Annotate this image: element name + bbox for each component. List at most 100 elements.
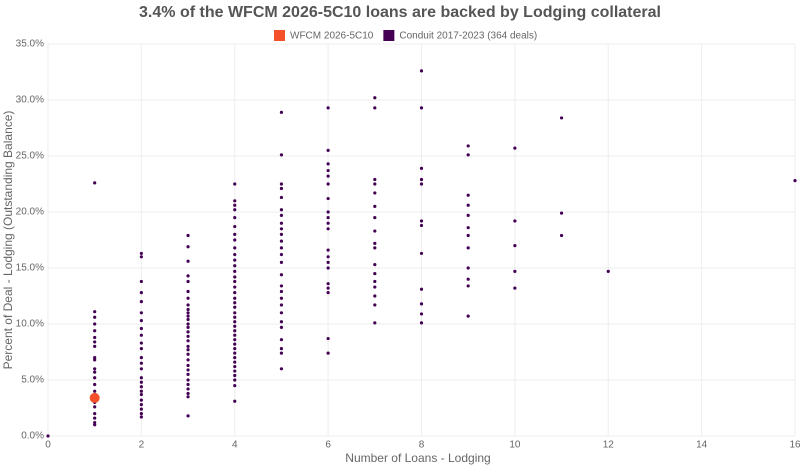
point — [373, 182, 377, 186]
point — [233, 216, 237, 220]
point — [466, 213, 470, 217]
point — [186, 348, 190, 352]
point — [326, 168, 330, 173]
x-axis-label: Number of Loans - Lodging — [345, 451, 490, 465]
point — [139, 333, 143, 337]
point — [139, 367, 143, 371]
point — [46, 434, 50, 438]
point — [279, 296, 284, 300]
point — [186, 363, 190, 368]
point — [373, 294, 377, 298]
point — [93, 412, 97, 416]
point — [279, 186, 284, 191]
point — [326, 221, 330, 225]
point — [139, 392, 143, 397]
point — [326, 248, 330, 252]
point — [93, 376, 97, 380]
point — [326, 196, 330, 201]
y-tick-label: 30.0% — [16, 95, 44, 106]
point — [419, 321, 424, 325]
point — [139, 403, 143, 407]
point — [186, 314, 190, 318]
point — [233, 360, 237, 364]
point — [93, 315, 97, 319]
point — [186, 395, 190, 399]
point — [93, 329, 97, 333]
chart-title: 3.4% of the WFCM 2026-5C10 loans are bac… — [139, 4, 661, 21]
point — [326, 216, 330, 220]
point — [186, 317, 190, 322]
x-tick-label: 10 — [509, 440, 521, 451]
point — [139, 311, 143, 315]
point — [186, 279, 190, 284]
point — [186, 259, 190, 263]
point — [233, 182, 237, 186]
point — [326, 260, 330, 264]
point — [186, 274, 190, 278]
point — [373, 106, 377, 110]
point — [233, 203, 237, 207]
point — [233, 296, 237, 300]
point — [279, 239, 284, 243]
y-tick-label: 35.0% — [16, 39, 44, 50]
point — [466, 314, 470, 318]
point — [233, 351, 237, 355]
point — [139, 415, 143, 419]
point — [373, 241, 377, 245]
point — [139, 341, 143, 345]
point — [233, 305, 237, 309]
point — [233, 199, 237, 203]
point — [419, 106, 424, 110]
point — [373, 177, 377, 182]
point — [233, 246, 237, 250]
point — [279, 232, 284, 236]
point — [373, 279, 377, 284]
x-tick-label: 16 — [789, 440, 800, 451]
x-tick-label: 6 — [325, 440, 331, 451]
point — [186, 344, 190, 348]
point — [93, 370, 97, 374]
point — [139, 407, 143, 411]
point — [139, 319, 143, 323]
point — [279, 246, 284, 250]
point — [233, 264, 237, 268]
point — [466, 284, 470, 288]
point — [373, 216, 377, 220]
point — [233, 338, 237, 342]
point — [373, 246, 377, 250]
point — [419, 312, 424, 316]
point — [419, 287, 424, 291]
point — [139, 326, 143, 331]
point — [233, 224, 237, 229]
y-tick-label: 10.0% — [16, 319, 44, 330]
point — [373, 321, 377, 325]
point — [233, 333, 237, 337]
point — [279, 182, 284, 186]
point — [186, 339, 190, 343]
x-tick-label: 2 — [139, 440, 145, 451]
point — [326, 174, 330, 178]
point — [233, 364, 237, 369]
point — [93, 335, 97, 340]
point — [326, 286, 330, 290]
point — [139, 291, 143, 295]
point — [279, 252, 284, 257]
point — [233, 301, 237, 305]
point — [419, 251, 424, 256]
point — [139, 255, 143, 259]
point — [279, 320, 284, 324]
point — [419, 177, 424, 182]
point — [186, 296, 190, 300]
y-tick-label: 25.0% — [16, 151, 44, 162]
point — [233, 315, 237, 319]
point — [279, 284, 284, 288]
point — [139, 356, 143, 360]
point — [466, 233, 470, 238]
point — [513, 219, 517, 223]
point — [93, 322, 97, 326]
point — [233, 356, 237, 360]
x-tick-label: 8 — [419, 440, 425, 451]
point — [186, 233, 190, 238]
point — [186, 325, 190, 329]
